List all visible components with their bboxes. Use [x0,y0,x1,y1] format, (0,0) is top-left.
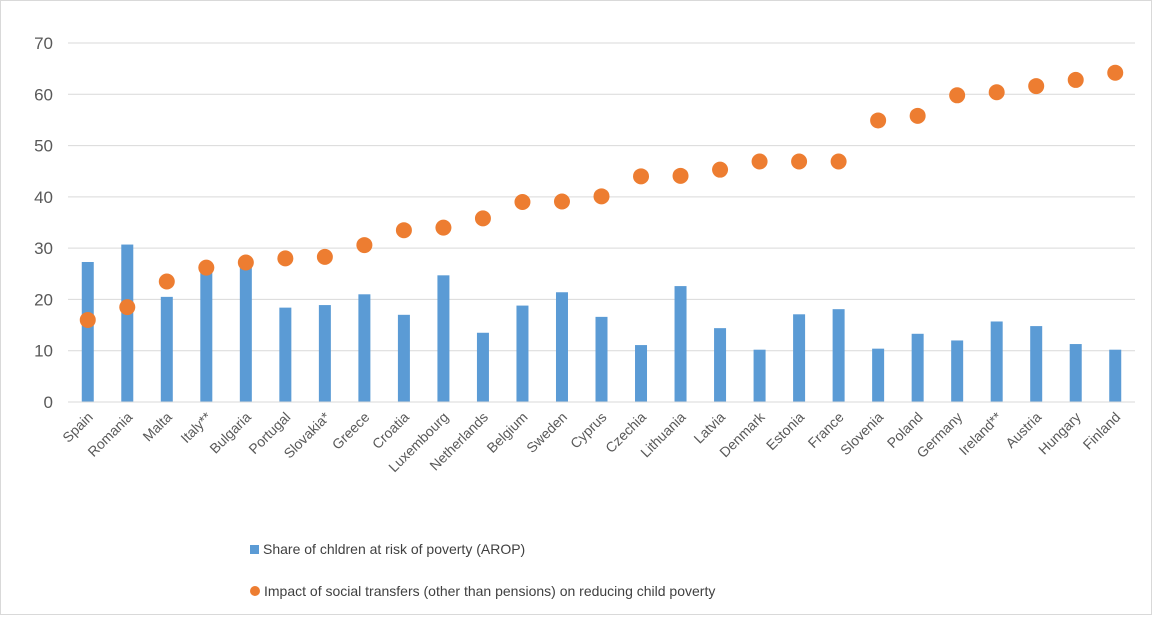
scatter-point [553,193,570,210]
scatter-point [316,248,333,265]
scatter-point [474,210,491,227]
scatter-point [791,153,808,170]
bar [397,314,410,402]
bar [239,266,252,402]
bar [635,345,648,402]
bar [279,307,292,402]
y-tick-label: 50 [34,137,53,156]
scatter-series [79,64,1124,328]
y-tick-label: 40 [34,188,53,207]
y-tick-label: 20 [34,290,53,309]
scatter-point [712,161,729,178]
y-tick-label: 60 [34,85,53,104]
scatter-point [593,188,610,205]
x-tick-label: Spain [59,409,96,446]
legend-label-bar: Share of chldren at risk of poverty (ARO… [263,541,526,557]
legend-swatch-dot [250,586,260,596]
scatter-point [277,250,294,267]
y-tick-label: 0 [44,393,53,412]
bar [516,305,529,402]
bar [121,244,134,402]
bar [437,275,450,402]
x-tick-label: Finland [1080,409,1124,453]
x-tick-label: Hungary [1035,409,1084,458]
scatter-point [119,299,136,316]
scatter-point [909,107,926,124]
scatter-point [395,222,412,239]
legend-label-dot: Impact of social transfers (other than p… [264,583,716,599]
bar [753,349,766,402]
legend-item-bar: Share of chldren at risk of poverty (ARO… [250,541,525,557]
scatter-point [870,112,887,129]
bar [1069,344,1082,402]
scatter-point [514,193,531,210]
x-tick-label: Ireland** [956,408,1006,458]
bar [555,292,568,402]
bar [160,296,173,402]
bar [911,333,924,402]
y-axis-tick-labels: 0 10 20 30 40 50 60 70 [34,34,53,412]
scatter-point [672,167,689,184]
bar [674,286,687,402]
x-tick-label: Malta [139,409,175,445]
bar [872,348,885,402]
x-tick-label: Belgium [483,409,530,456]
bar-series [81,244,1122,402]
scatter-point [79,311,96,328]
x-tick-label: Greece [329,409,373,453]
x-tick-label: Bulgaria [206,409,254,457]
scatter-point [830,153,847,170]
y-tick-label: 30 [34,239,53,258]
bar [832,309,845,402]
scatter-point [356,237,373,254]
scatter-point [435,219,452,236]
bar [714,328,727,402]
bar [81,261,94,402]
x-tick-label: Sweden [523,409,570,456]
x-tick-label: Italy** [177,408,215,446]
y-tick-label: 70 [34,34,53,53]
x-tick-label: Slovenia [837,409,886,458]
legend-swatch-bar [250,544,259,554]
scatter-point [158,273,175,290]
bar [990,321,1003,402]
scatter-point [751,153,768,170]
scatter-point [1028,78,1045,95]
scatter-point [988,84,1005,101]
x-tick-label: Estonia [763,409,807,453]
bar [595,316,608,402]
bar [358,294,371,402]
scatter-point [1107,64,1124,81]
y-tick-label: 10 [34,342,53,361]
legend-item-dot: Impact of social transfers (other than p… [250,583,715,599]
x-tick-label: Latvia [690,409,728,447]
x-tick-label: Denmark [716,408,768,460]
bar [200,269,213,402]
bar [793,314,806,402]
scatter-point [949,87,966,104]
bar [318,305,331,402]
bar [951,340,964,402]
scatter-point [237,254,254,271]
scatter-point [633,168,650,185]
bar [1030,326,1043,402]
bar [476,332,489,402]
scatter-point [1067,71,1084,88]
x-tick-label: Romania [84,409,135,460]
bar [1109,349,1122,402]
scatter-point [198,259,215,276]
